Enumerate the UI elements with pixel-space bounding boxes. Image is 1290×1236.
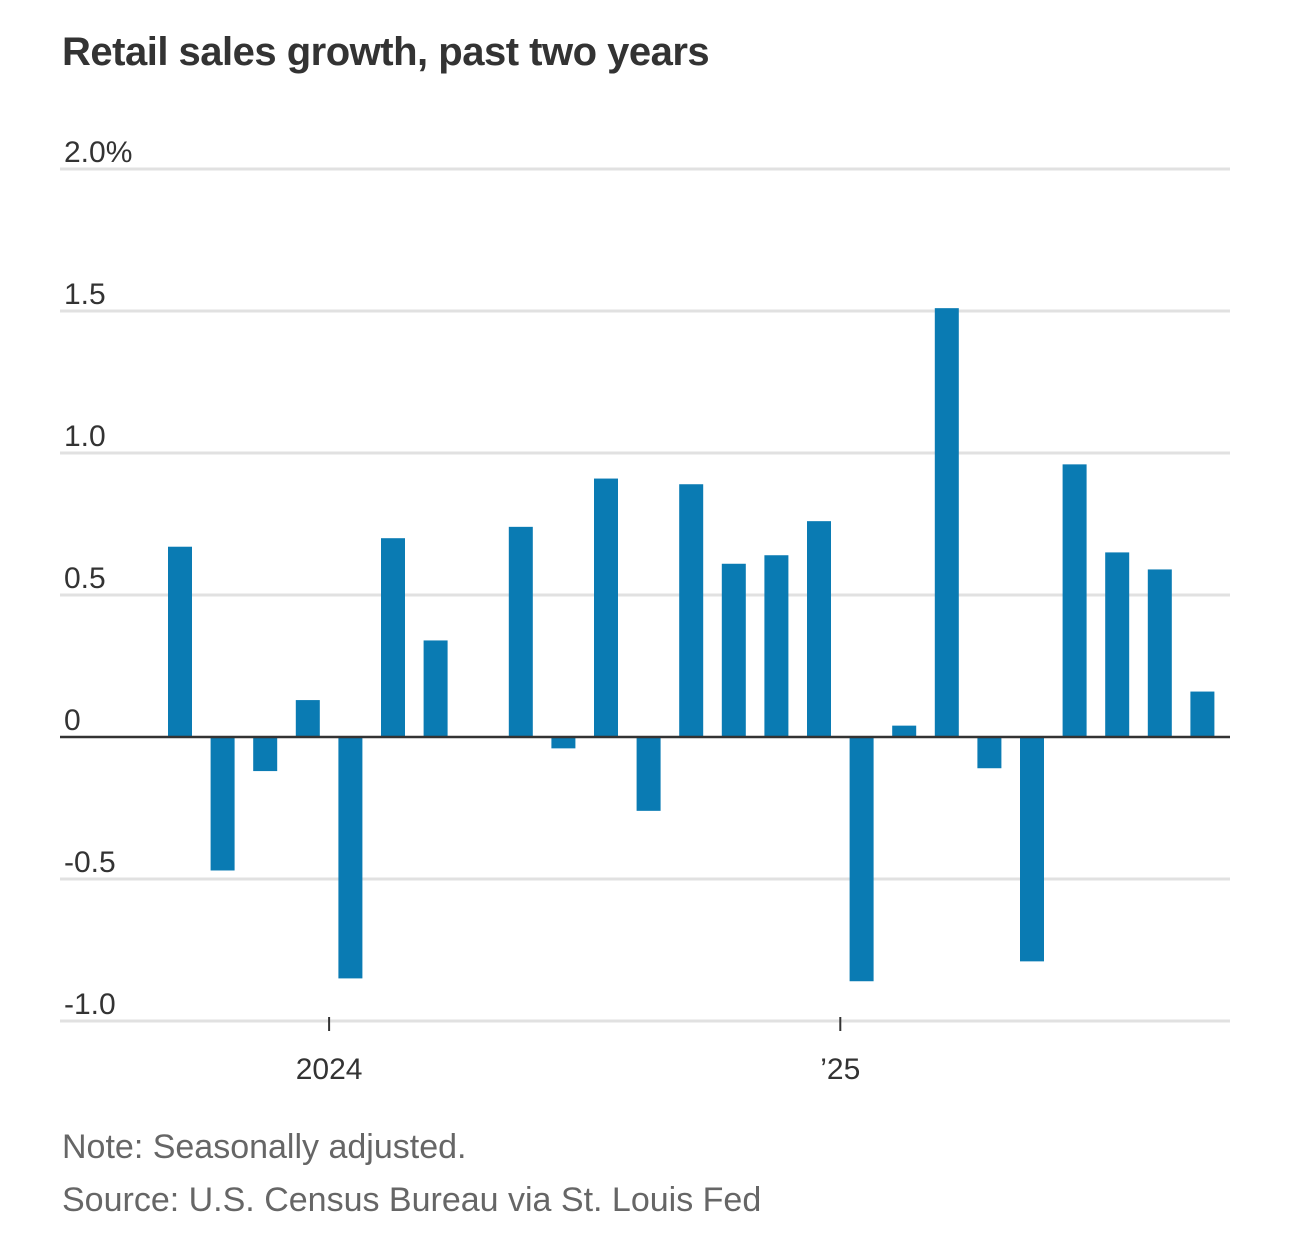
bar-2023-11 <box>253 737 278 772</box>
bar-2025-06 <box>1062 464 1087 737</box>
x-tick-label: ’25 <box>820 1053 860 1086</box>
y-tick-label: 0.5 <box>64 562 106 595</box>
bar-2023-09 <box>168 546 192 737</box>
bar-2024-01 <box>338 737 363 979</box>
bar-2025-05 <box>1020 737 1044 962</box>
y-axis-labels: 2.0% 1.5 1.0 0.5 0 -0.5 -1.0 <box>64 136 132 1021</box>
bar-2024-08 <box>636 737 661 811</box>
y-tick-label: 1.0 <box>64 420 106 453</box>
bar-2024-06 <box>551 737 576 749</box>
bar-2024-07 <box>594 478 618 737</box>
chart-title: Retail sales growth, past two years <box>62 30 710 74</box>
y-tick-label: -1.0 <box>64 988 116 1021</box>
bar-2025-09 <box>1190 691 1215 737</box>
bar-2024-10 <box>721 563 746 737</box>
bar-2024-12 <box>807 521 831 737</box>
bar-2025-04 <box>977 737 1002 769</box>
gridlines <box>60 167 1230 1023</box>
chart-source: Source: U.S. Census Bureau via St. Louis… <box>62 1181 762 1219</box>
bar-2024-05 <box>508 526 533 737</box>
bar-2024-03 <box>423 640 448 737</box>
bar-2024-02 <box>381 538 405 737</box>
bar-2025-07 <box>1105 552 1130 737</box>
bar-2025-01 <box>849 737 874 982</box>
y-tick-label: 1.5 <box>64 278 106 311</box>
bar-2025-02 <box>892 725 917 737</box>
y-tick-label: -0.5 <box>64 846 116 879</box>
bars <box>168 308 1215 982</box>
bar-2025-03 <box>934 308 959 737</box>
bar-2023-10 <box>210 737 235 871</box>
bar-2024-11 <box>764 555 789 737</box>
x-tick-label: 2024 <box>296 1053 363 1086</box>
y-tick-label: 2.0% <box>64 136 132 169</box>
chart-note: Note: Seasonally adjusted. <box>62 1128 467 1166</box>
bar-2023-12 <box>295 700 320 737</box>
bar-2025-08 <box>1147 569 1172 737</box>
y-tick-label: 0 <box>64 704 81 737</box>
bar-2024-09 <box>679 484 704 737</box>
x-axis: 2024 ’25 <box>296 1017 860 1086</box>
